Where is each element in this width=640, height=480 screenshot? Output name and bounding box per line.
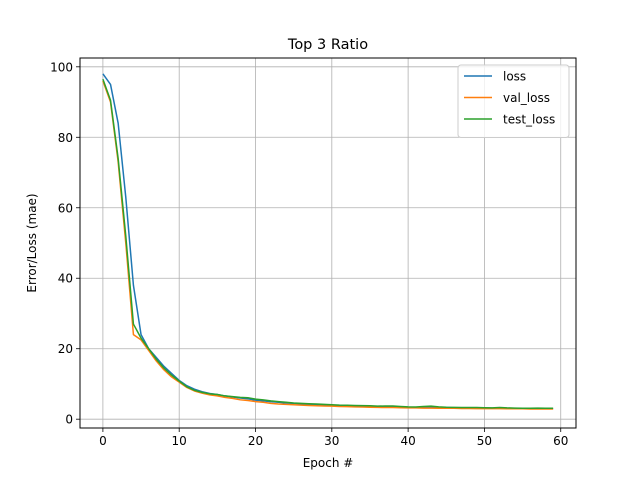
legend: loss val_loss test_loss <box>457 64 570 138</box>
axes-frame <box>79 57 577 429</box>
x-tick-label: 0 <box>99 434 107 448</box>
y-tick-label: 0 <box>65 413 73 427</box>
series-line-test_loss <box>102 78 554 410</box>
x-axis-label: Epoch # <box>303 456 354 470</box>
x-tick-label: 40 <box>400 434 415 448</box>
series-line-val_loss <box>102 80 554 410</box>
y-axis-ticks: 0 20 40 60 80 100 <box>50 60 80 427</box>
x-tick-label: 30 <box>324 434 339 448</box>
x-tick-label: 50 <box>477 434 492 448</box>
y-tick-label: 60 <box>58 201 73 215</box>
x-tick-label: 60 <box>553 434 568 448</box>
x-tick-label: 10 <box>172 434 187 448</box>
y-tick-label: 20 <box>58 342 73 356</box>
series-lines <box>102 73 554 410</box>
legend-label-val_loss: val_loss <box>503 91 550 105</box>
legend-label-loss: loss <box>503 70 526 84</box>
y-tick-label: 40 <box>58 272 73 286</box>
y-tick-label: 100 <box>50 60 73 74</box>
chart-title: Top 3 Ratio <box>287 37 368 53</box>
legend-label-test_loss: test_loss <box>503 113 555 127</box>
y-tick-label: 80 <box>58 131 73 145</box>
x-tick-label: 20 <box>248 434 263 448</box>
y-axis-label: Error/Loss (mae) <box>25 193 39 292</box>
x-axis-ticks: 0 10 20 30 40 50 60 <box>99 428 568 448</box>
